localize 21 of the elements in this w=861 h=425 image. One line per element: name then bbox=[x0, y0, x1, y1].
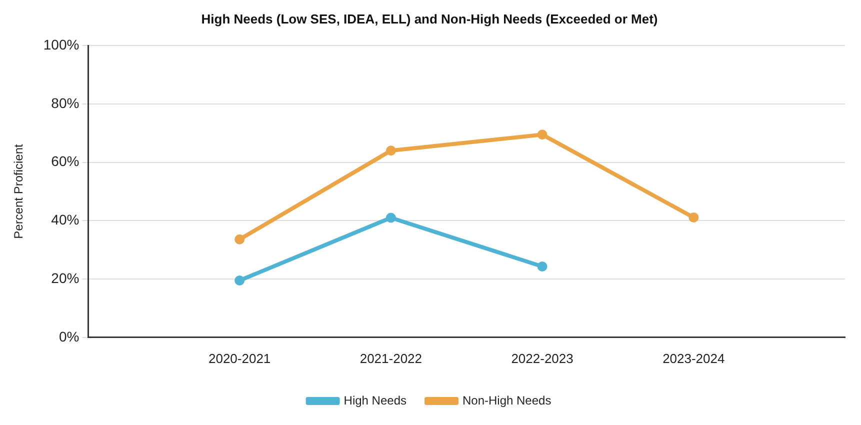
chart-title: High Needs (Low SES, IDEA, ELL) and Non-High Needs (Exceeded or Met) bbox=[201, 11, 658, 26]
y-tick-label: 40% bbox=[51, 212, 80, 228]
x-tick-label: 2020-2021 bbox=[208, 350, 271, 366]
legend-label: High Needs bbox=[344, 393, 406, 408]
point bbox=[386, 146, 396, 156]
point bbox=[688, 212, 699, 222]
y-tick-label: 80% bbox=[51, 94, 80, 111]
x-tick-label: 2023-2024 bbox=[662, 350, 725, 366]
y-tick-label: 20% bbox=[51, 270, 80, 286]
point bbox=[386, 212, 396, 223]
point bbox=[537, 130, 548, 140]
point bbox=[234, 234, 245, 244]
y-axis-title: Percent Proficient bbox=[12, 143, 26, 239]
point bbox=[234, 276, 245, 286]
legend-label: Non-High Needs bbox=[462, 393, 552, 408]
y-tick-label: 100% bbox=[43, 36, 80, 52]
x-tick-label: 2022-2023 bbox=[511, 350, 574, 366]
x-tick-label: 2021-2022 bbox=[360, 350, 422, 366]
y-tick-label: 0% bbox=[58, 328, 80, 344]
point bbox=[537, 261, 548, 272]
y-tick-label: 60% bbox=[51, 153, 80, 170]
